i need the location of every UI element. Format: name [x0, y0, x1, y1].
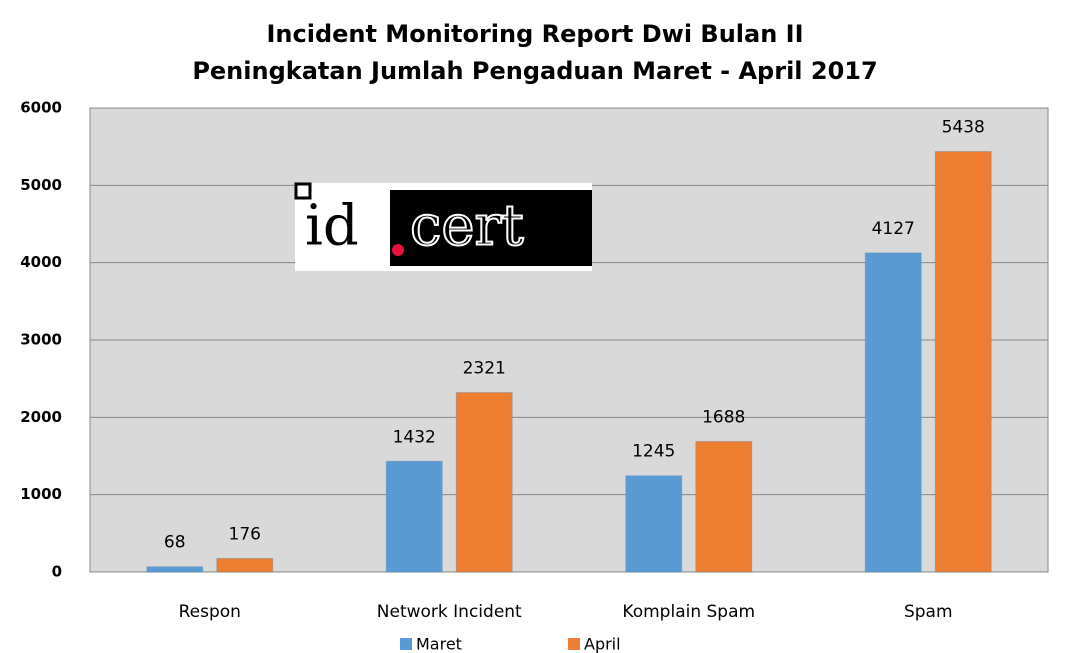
x-tick-label: Spam — [904, 602, 953, 622]
data-label: 1245 — [632, 442, 675, 462]
logo-dark — [390, 190, 592, 266]
legend-swatch — [400, 638, 412, 650]
legend-swatch — [568, 638, 580, 650]
y-tick-label: 0 — [52, 563, 62, 581]
logo-dot — [392, 244, 404, 256]
legend-label: Maret — [416, 635, 462, 653]
bar — [216, 557, 274, 573]
data-label: 176 — [229, 524, 261, 544]
data-label: 1688 — [702, 407, 745, 427]
legend-label: April — [584, 635, 621, 653]
y-tick-label: 3000 — [20, 331, 62, 349]
bar — [695, 440, 753, 573]
chart-title: Incident Monitoring Report Dwi Bulan II — [266, 20, 803, 48]
y-tick-label: 5000 — [20, 176, 62, 194]
bar — [625, 475, 683, 573]
data-label: 1432 — [393, 427, 436, 447]
x-tick-label: Respon — [179, 602, 241, 622]
bar — [864, 252, 922, 573]
y-tick-label: 6000 — [20, 99, 62, 117]
logo: id cert — [294, 182, 592, 271]
data-label: 68 — [164, 533, 186, 553]
x-tick-label: Komplain Spam — [622, 602, 755, 622]
bar — [146, 566, 204, 573]
data-label: 4127 — [872, 219, 915, 239]
data-label: 2321 — [463, 359, 506, 379]
bar — [385, 460, 443, 573]
logo-right: cert — [410, 194, 524, 259]
x-tick-label: Network Incident — [377, 602, 522, 622]
chart-subtitle: Peningkatan Jumlah Pengaduan Maret - Apr… — [192, 57, 877, 85]
y-tick-label: 2000 — [20, 408, 62, 426]
data-label: 5438 — [942, 117, 985, 137]
bar — [934, 150, 992, 573]
bar — [455, 392, 513, 573]
logo-corner — [294, 182, 312, 200]
y-tick-label: 4000 — [20, 253, 62, 271]
logo-left: id — [305, 194, 359, 259]
y-tick-label: 1000 — [20, 485, 62, 503]
